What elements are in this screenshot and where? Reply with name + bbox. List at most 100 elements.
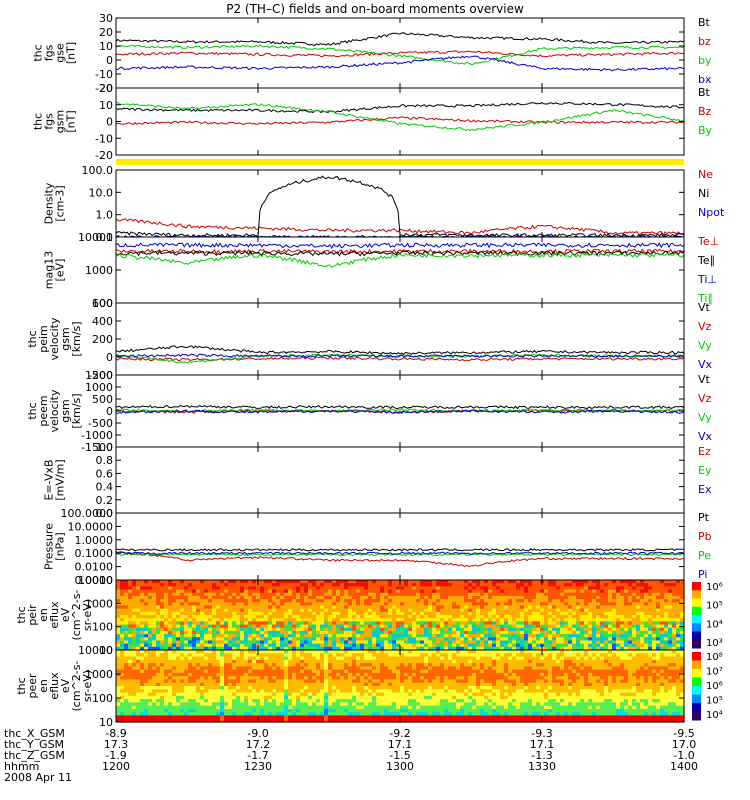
heatmap-cell [332, 646, 337, 651]
heatmap-cell [380, 634, 385, 638]
heatmap-cell [200, 605, 205, 610]
heatmap-cell [596, 580, 601, 584]
heatmap-cell [648, 624, 653, 629]
heatmap-cell [388, 666, 393, 671]
heatmap-cell [592, 621, 597, 626]
heatmap-cell [648, 589, 653, 594]
heatmap-cell [200, 615, 205, 619]
heatmap-cell [180, 672, 185, 677]
heatmap-cell [300, 712, 305, 717]
heatmap-cell [636, 643, 641, 648]
heatmap-cell [504, 624, 509, 629]
heatmap-cell [376, 586, 381, 591]
heatmap-cell [612, 637, 617, 642]
heatmap-cell [224, 595, 229, 600]
heatmap-cell [428, 615, 433, 619]
heatmap-cell [492, 602, 497, 607]
heatmap-cell [264, 718, 269, 723]
heatmap-cell [204, 679, 209, 684]
heatmap-cell [300, 624, 305, 629]
heatmap-cell [456, 605, 461, 610]
heatmap-cell [664, 599, 669, 603]
heatmap-cell [348, 699, 353, 703]
heatmap-cell [120, 666, 125, 671]
heatmap-cell [328, 634, 333, 638]
heatmap-cell [372, 689, 377, 694]
heatmap-cell [648, 586, 653, 591]
y-axis-label: thc [15, 606, 28, 623]
heatmap-cell [136, 669, 141, 674]
heatmap-cell [568, 608, 573, 613]
heatmap-cell [360, 627, 365, 632]
heatmap-cell [276, 602, 281, 607]
heatmap-cell [220, 621, 225, 626]
heatmap-cell [364, 643, 369, 648]
heatmap-cell [176, 618, 181, 622]
y-axis-label: Pressure [43, 523, 56, 570]
heatmap-cell [280, 686, 285, 690]
heatmap-cell [500, 637, 505, 642]
heatmap-cell [432, 640, 437, 645]
heatmap-cell [648, 602, 653, 607]
heatmap-cell [260, 705, 265, 710]
heatmap-cell [200, 624, 205, 629]
heatmap-cell [144, 599, 149, 603]
heatmap-cell [324, 718, 329, 723]
heatmap-cell [284, 602, 289, 607]
heatmap-cell [316, 615, 321, 619]
heatmap-cell [132, 699, 137, 703]
heatmap-cell [284, 669, 289, 674]
heatmap-cell [488, 634, 493, 638]
heatmap-cell [308, 715, 313, 720]
heatmap-cell [176, 615, 181, 619]
heatmap-cell [200, 608, 205, 613]
heatmap-cell [268, 640, 273, 645]
heatmap-cell [220, 611, 225, 616]
heatmap-cell [636, 580, 641, 584]
heatmap-cell [668, 627, 673, 632]
heatmap-cell [272, 659, 277, 664]
heatmap-cell [316, 605, 321, 610]
heatmap-cell [216, 583, 221, 587]
heatmap-cell [668, 615, 673, 619]
heatmap-cell [364, 672, 369, 677]
heatmap-cell [440, 595, 445, 600]
heatmap-cell [140, 705, 145, 710]
heatmap-cell [368, 682, 373, 687]
heatmap-cell [220, 630, 225, 635]
y-axis-label: gsm [59, 327, 72, 350]
heatmap-cell [680, 640, 685, 645]
heatmap-cell [256, 602, 261, 607]
heatmap-cell [172, 699, 177, 703]
heatmap-cell [532, 611, 537, 616]
heatmap-cell [200, 643, 205, 648]
heatmap-cell [372, 692, 377, 697]
heatmap-cell [236, 715, 241, 720]
heatmap-cell [452, 646, 457, 651]
heatmap-cell [128, 676, 133, 681]
heatmap-cell [360, 705, 365, 710]
heatmap-cell [304, 608, 309, 613]
heatmap-cell [124, 580, 129, 584]
heatmap-cell [140, 702, 145, 707]
heatmap-cell [328, 708, 333, 713]
heatmap-cell [228, 689, 233, 694]
heatmap-cell [600, 646, 605, 651]
heatmap-cell [156, 676, 161, 681]
heatmap-cell [232, 718, 237, 723]
heatmap-cell [360, 605, 365, 610]
heatmap-cell [340, 653, 345, 658]
heatmap-cell [244, 669, 249, 674]
heatmap-cell [284, 666, 289, 671]
heatmap-cell [512, 615, 517, 619]
heatmap-cell [204, 615, 209, 619]
heatmap-cell [356, 695, 361, 700]
heatmap-cell [552, 615, 557, 619]
heatmap-cell [292, 712, 297, 717]
heatmap-cell [268, 602, 273, 607]
heatmap-cell [280, 618, 285, 622]
heatmap-cell [380, 656, 385, 661]
heatmap-cell [192, 712, 197, 717]
heatmap-cell [236, 646, 241, 651]
heatmap-cell [428, 634, 433, 638]
